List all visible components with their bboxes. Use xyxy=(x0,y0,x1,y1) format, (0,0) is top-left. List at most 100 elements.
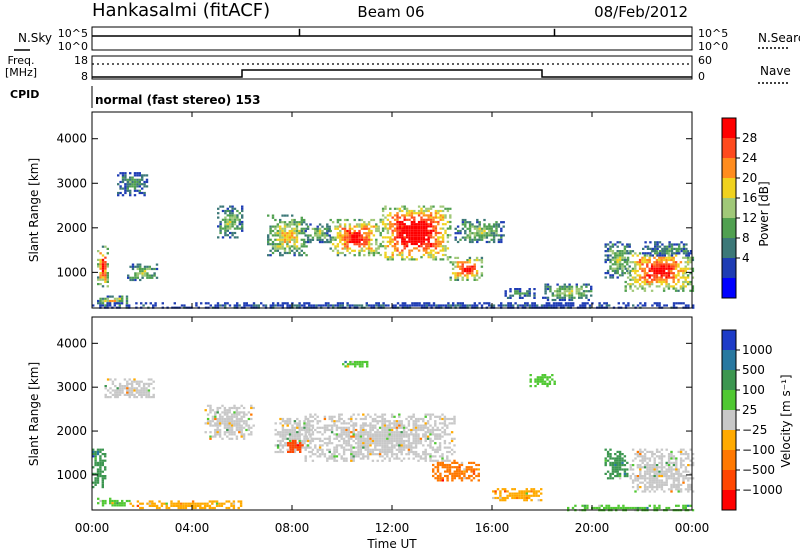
data-cell xyxy=(616,457,619,460)
data-cell xyxy=(461,263,464,266)
data-cell xyxy=(453,417,456,421)
data-region xyxy=(329,218,380,257)
data-cell xyxy=(626,263,629,266)
data-cell xyxy=(303,442,306,445)
data-cell xyxy=(553,380,556,383)
data-cell xyxy=(561,292,564,295)
data-cell xyxy=(393,415,396,418)
data-cell xyxy=(514,290,517,293)
data-cell xyxy=(461,276,464,279)
data-cell xyxy=(692,306,695,309)
data-cell xyxy=(648,283,651,286)
data-cell xyxy=(420,212,423,215)
data-cell xyxy=(549,290,552,293)
data-cell xyxy=(478,223,481,226)
data-cell xyxy=(410,212,414,215)
data-cell xyxy=(429,431,432,434)
data-cell xyxy=(146,267,149,271)
data-cell xyxy=(211,506,214,510)
data-cell xyxy=(410,234,414,237)
data-cell xyxy=(229,216,232,219)
data-cell xyxy=(663,254,666,257)
velocity-data-layer xyxy=(92,360,695,512)
data-cell xyxy=(464,221,467,224)
data-cell xyxy=(340,437,343,440)
time-axis: 00:00 04:00 08:00 12:00 16:00 20:00 00:00 xyxy=(75,112,709,535)
data-cell xyxy=(408,229,411,232)
data-cell xyxy=(434,212,438,215)
data-cell xyxy=(563,298,566,302)
data-cell xyxy=(360,236,364,239)
data-cell xyxy=(390,426,394,429)
data-cell xyxy=(670,247,674,250)
data-cell xyxy=(352,426,355,429)
data-cell xyxy=(427,207,430,210)
data-cell xyxy=(422,218,426,221)
data-cell xyxy=(480,229,484,233)
data-cell xyxy=(350,459,353,462)
data-cell xyxy=(352,439,355,443)
data-cell xyxy=(636,261,639,264)
data-cell xyxy=(147,385,151,388)
data-cell xyxy=(672,468,676,471)
data-cell xyxy=(436,470,440,473)
data-cell xyxy=(126,380,129,383)
data-cell xyxy=(419,426,423,429)
data-cell xyxy=(468,304,472,307)
data-cell xyxy=(568,290,571,293)
data-cell xyxy=(128,393,131,396)
data-cell xyxy=(101,479,104,482)
data-cell xyxy=(104,396,107,399)
data-cell xyxy=(354,365,357,368)
data-cell xyxy=(303,422,306,425)
data-cell xyxy=(147,378,151,381)
data-cell xyxy=(680,241,683,244)
data-cell xyxy=(151,274,154,277)
data-cell xyxy=(454,272,457,275)
data-cell xyxy=(679,450,683,453)
data-cell xyxy=(441,461,444,464)
data-cell xyxy=(443,415,447,418)
data-cell xyxy=(138,385,141,388)
data-cell xyxy=(381,240,385,243)
data-cell xyxy=(94,464,97,467)
data-cell xyxy=(658,455,661,458)
data-cell xyxy=(333,459,336,462)
data-cell xyxy=(177,506,180,510)
data-cell xyxy=(689,459,692,462)
data-cell xyxy=(400,426,403,429)
data-cell xyxy=(473,238,477,241)
data-cell xyxy=(140,302,143,305)
data-cell xyxy=(623,459,627,462)
data-cell xyxy=(663,304,666,307)
data-cell xyxy=(130,387,134,390)
data-cell xyxy=(611,472,615,475)
data-cell xyxy=(220,502,224,505)
data-cell xyxy=(104,261,107,264)
data-cell xyxy=(298,420,301,423)
data-cell xyxy=(381,428,384,432)
data-cell xyxy=(370,229,373,233)
data-cell xyxy=(660,448,664,451)
data-cell xyxy=(614,457,617,460)
data-cell xyxy=(396,249,399,252)
data-cell xyxy=(670,472,673,475)
data-cell xyxy=(299,442,302,445)
data-cell xyxy=(687,304,690,307)
data-cell xyxy=(204,302,208,305)
data-cell xyxy=(667,457,671,460)
data-cell xyxy=(638,261,642,264)
data-cell xyxy=(634,457,637,460)
data-cell xyxy=(374,424,377,427)
data-cell xyxy=(653,475,656,478)
data-cell xyxy=(609,455,612,458)
data-cell xyxy=(434,245,438,248)
data-cell xyxy=(358,304,361,307)
data-cell xyxy=(101,285,105,288)
data-cell xyxy=(286,243,289,246)
data-cell xyxy=(333,424,336,427)
data-cell xyxy=(403,205,406,208)
data-cell xyxy=(283,238,287,241)
data-cell xyxy=(441,218,445,221)
data-cell xyxy=(590,285,593,288)
